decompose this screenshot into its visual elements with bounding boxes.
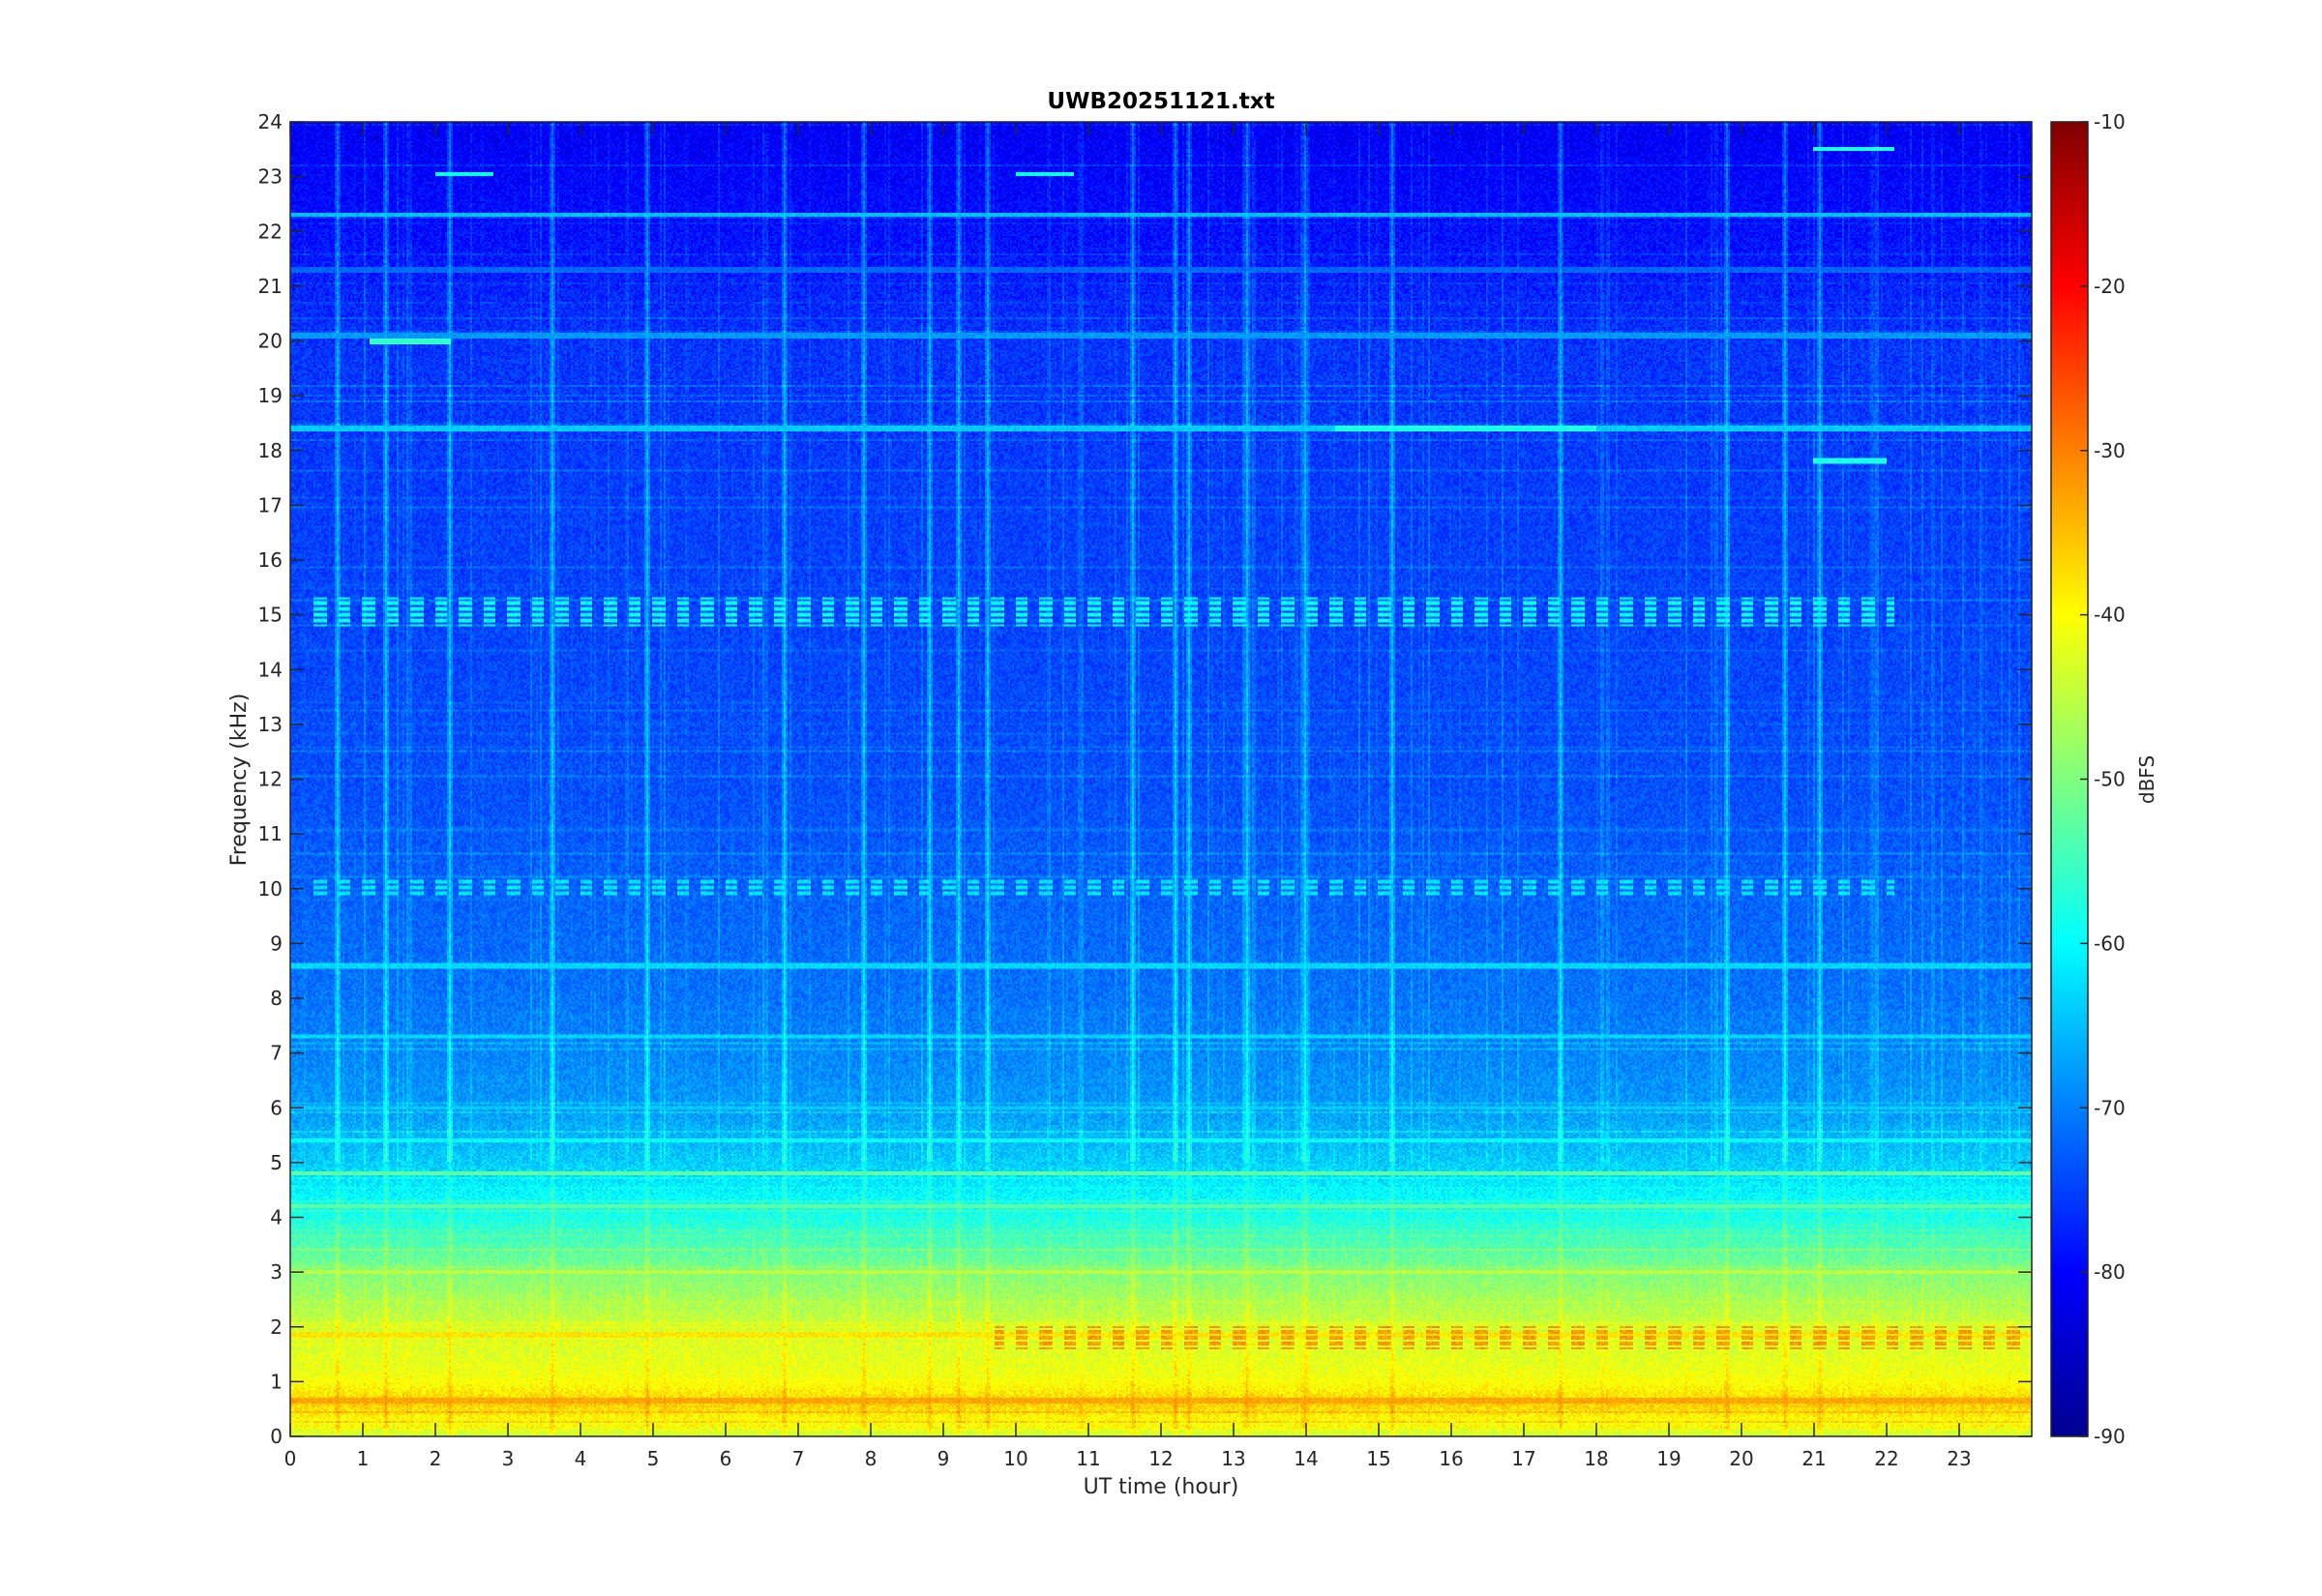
y-tick-label: 6 bbox=[270, 1096, 283, 1119]
y-tick-label: 17 bbox=[258, 493, 283, 517]
x-axis-label: UT time (hour) bbox=[1084, 1475, 1239, 1499]
y-tick-label: 22 bbox=[258, 220, 283, 243]
y-tick-label: 2 bbox=[270, 1315, 283, 1339]
y-tick-label: 3 bbox=[270, 1260, 283, 1284]
y-tick-label: 7 bbox=[270, 1042, 283, 1065]
x-tick-label: 15 bbox=[1366, 1447, 1390, 1470]
x-tick-label: 16 bbox=[1439, 1447, 1463, 1470]
colorbar-tick-label: -40 bbox=[2094, 604, 2126, 627]
y-tick-label: 20 bbox=[258, 330, 283, 353]
x-tick-label: 4 bbox=[575, 1447, 587, 1470]
colorbar: -90 -80 -70 -60 -50 -40 -30 -20 -10 dBFS bbox=[2050, 110, 2158, 1448]
y-tick-label: 19 bbox=[258, 384, 283, 407]
y-tick-label: 21 bbox=[258, 275, 283, 298]
spectrogram-image bbox=[290, 122, 2032, 1436]
x-tick-label: 3 bbox=[502, 1447, 515, 1470]
x-tick-label: 20 bbox=[1729, 1447, 1753, 1470]
x-tick-label: 7 bbox=[792, 1447, 805, 1470]
colorbar-tick-label: -10 bbox=[2094, 110, 2126, 133]
x-tick-label: 19 bbox=[1656, 1447, 1681, 1470]
y-tick-label: 1 bbox=[270, 1370, 283, 1393]
spectrogram-plot-area bbox=[289, 121, 2033, 1437]
x-axis: 0 1 2 3 4 5 6 7 8 9 10 11 12 13 14 15 16 17 18 19 20 21 22 23 bbox=[284, 122, 1972, 1470]
chart-title: UWB20251121.txt bbox=[1047, 89, 1274, 114]
colorbar-tick-label: -90 bbox=[2094, 1425, 2126, 1448]
x-tick-label: 5 bbox=[647, 1447, 660, 1470]
y-tick-label: 13 bbox=[258, 713, 283, 736]
y-tick-label: 8 bbox=[270, 987, 283, 1010]
colorbar-tick-label: -50 bbox=[2094, 768, 2126, 791]
x-tick-label: 22 bbox=[1874, 1447, 1898, 1470]
y-tick-label: 16 bbox=[258, 548, 283, 572]
colorbar-tick-label: -80 bbox=[2094, 1260, 2126, 1284]
colorbar-tick-label: -70 bbox=[2094, 1096, 2126, 1119]
y-tick-label: 9 bbox=[270, 931, 283, 955]
y-tick-label: 5 bbox=[270, 1151, 283, 1174]
x-tick-label: 11 bbox=[1076, 1447, 1100, 1470]
colorbar-label: dBFS bbox=[2135, 755, 2158, 804]
y-tick-label: 10 bbox=[258, 877, 283, 901]
x-tick-label: 2 bbox=[430, 1447, 442, 1470]
y-tick-label: 11 bbox=[258, 822, 283, 845]
x-tick-label: 8 bbox=[865, 1447, 878, 1470]
x-tick-label: 18 bbox=[1584, 1447, 1608, 1470]
y-tick-label: 15 bbox=[258, 604, 283, 627]
x-tick-label: 6 bbox=[720, 1447, 732, 1470]
x-tick-label: 17 bbox=[1511, 1447, 1535, 1470]
y-tick-label: 18 bbox=[258, 439, 283, 462]
colorbar-tick-label: -20 bbox=[2094, 275, 2126, 298]
y-tick-label: 4 bbox=[270, 1206, 283, 1229]
x-tick-label: 10 bbox=[1003, 1447, 1027, 1470]
y-tick-label: 24 bbox=[258, 110, 283, 133]
x-tick-label: 12 bbox=[1148, 1447, 1173, 1470]
x-tick-label: 23 bbox=[1947, 1447, 1971, 1470]
x-tick-label: 14 bbox=[1294, 1447, 1318, 1470]
y-tick-label: 23 bbox=[258, 165, 283, 189]
colorbar-tick-label: -60 bbox=[2094, 931, 2126, 955]
x-tick-label: 21 bbox=[1801, 1447, 1826, 1470]
x-tick-label: 0 bbox=[284, 1447, 297, 1470]
x-tick-label: 13 bbox=[1221, 1447, 1245, 1470]
y-tick-label: 0 bbox=[270, 1425, 283, 1448]
x-tick-label: 1 bbox=[357, 1447, 370, 1470]
colorbar-tick-label: -30 bbox=[2094, 439, 2126, 462]
y-axis-label: Frequency (kHz) bbox=[227, 694, 252, 867]
y-tick-label: 14 bbox=[258, 658, 283, 681]
y-tick-label: 12 bbox=[258, 768, 283, 791]
colorbar-ticks: -90 -80 -70 -60 -50 -40 -30 -20 -10 bbox=[2080, 110, 2126, 1448]
x-tick-label: 9 bbox=[938, 1447, 950, 1470]
